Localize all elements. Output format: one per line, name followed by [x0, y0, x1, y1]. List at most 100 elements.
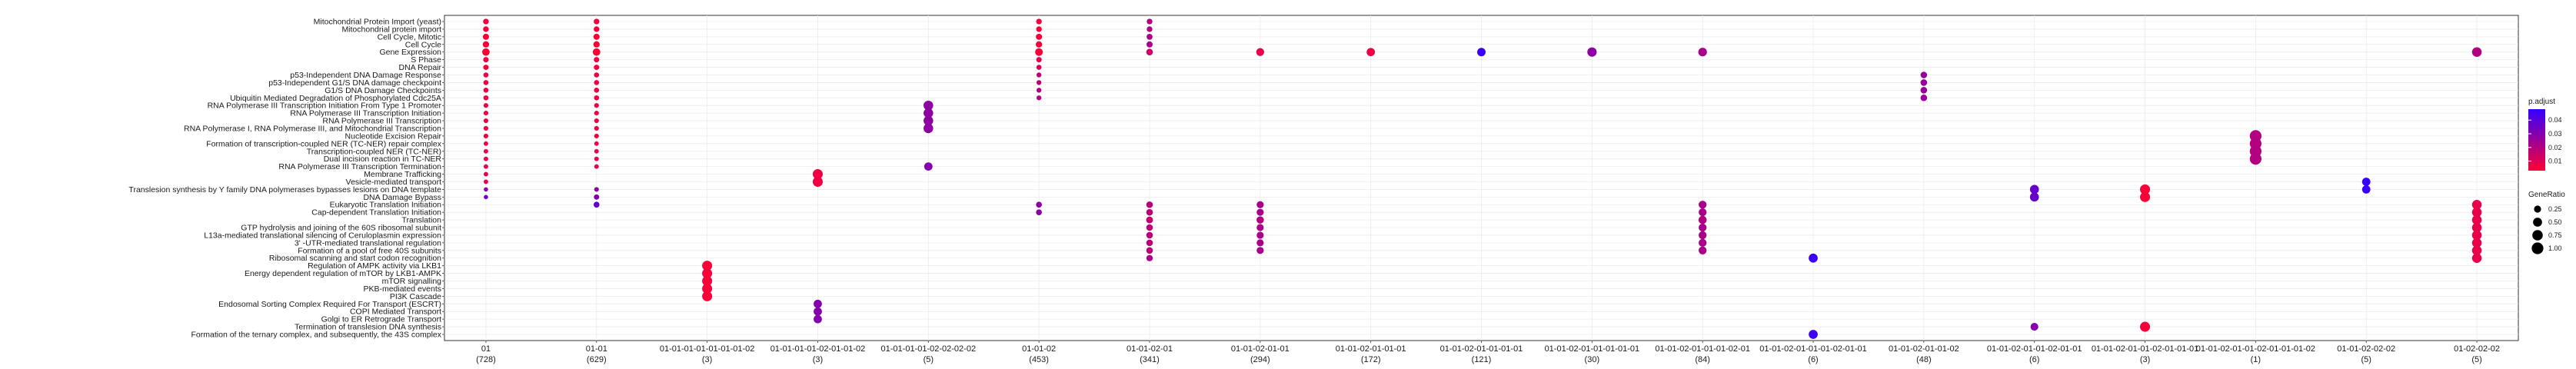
data-point: [1809, 330, 1818, 339]
data-point: [594, 18, 600, 25]
y-tick-label: Eukaryotic Translation Initiation: [330, 201, 441, 210]
y-tick-label: Mitochondrial Protein Import (yeast): [314, 18, 441, 27]
data-point: [1147, 18, 1153, 25]
y-tick-label: Formation of a pool of free 40S subunits: [298, 246, 441, 255]
data-point: [1146, 216, 1153, 224]
x-tick-label: 01-01-02-01-01-02-01-01-01-02: [2196, 344, 2315, 354]
data-point: [702, 268, 713, 279]
x-tick-label: 01-01-02-01-01-01-01-01: [1545, 344, 1640, 354]
data-point: [702, 291, 713, 301]
data-point: [1146, 41, 1153, 48]
data-point: [594, 65, 600, 71]
x-tick-label: 01-01-02-01-01-02-01-01: [1987, 344, 2082, 354]
size-legend-label: 0.50: [2548, 218, 2562, 226]
data-point: [1146, 201, 1153, 208]
y-tick-label: Transcription-coupled NER (TC-NER): [307, 147, 441, 156]
data-point: [1036, 57, 1042, 63]
size-legend-label: 0.25: [2548, 205, 2562, 213]
x-tick-count-label: (5): [2471, 355, 2481, 364]
x-tick-label: 01-01: [586, 344, 607, 354]
data-point: [483, 133, 489, 138]
x-tick-count-label: (30): [1585, 355, 1600, 364]
x-tick-label: 01-01-02-02-02: [2337, 344, 2395, 354]
data-point: [1920, 94, 1928, 101]
x-tick-label: 01-01-02-01-01-02: [1889, 344, 1959, 354]
y-tick-label: L13a-mediated translational silencing of…: [204, 231, 441, 240]
size-legend-keys: 0.25 0.50 0.75 1.00: [2531, 205, 2562, 254]
data-point: [702, 283, 713, 294]
color-legend-label: 0.04: [2548, 116, 2562, 124]
x-tick-label: 01-01-01-01-01-01-01-02: [660, 344, 755, 354]
size-legend-dot: [2532, 230, 2543, 241]
x-tick-count-label: (3): [813, 355, 823, 364]
color-legend-bar: [2528, 109, 2545, 171]
data-point: [2249, 153, 2261, 165]
data-point: [1036, 65, 1042, 70]
data-point: [814, 307, 822, 316]
x-tick-count-label: (6): [2029, 355, 2039, 364]
data-point: [1146, 224, 1153, 231]
data-point: [483, 141, 488, 146]
y-tick-label: G1/S DNA Damage Checkpoints: [324, 86, 441, 95]
data-point: [1146, 239, 1153, 247]
data-point: [2471, 207, 2482, 218]
y-tick-label: Cell Cycle: [405, 40, 441, 49]
y-tick-label: PI3K Cascade: [390, 292, 441, 301]
data-point: [594, 103, 599, 108]
data-point: [924, 115, 934, 126]
y-tick-label: PKB-mediated events: [363, 284, 441, 294]
data-point: [483, 111, 489, 116]
y-tick-label: Energy dependent regulation of mTOR by L…: [245, 269, 441, 278]
y-tick-label: Gene Expression: [379, 48, 441, 57]
data-point: [924, 162, 933, 171]
data-point: [2140, 321, 2151, 332]
data-point: [1477, 48, 1486, 57]
data-point: [594, 111, 599, 116]
data-point: [594, 57, 600, 63]
y-axis-tick-labels: Mitochondrial Protein Import (yeast)Mito…: [128, 18, 444, 340]
data-point: [1256, 239, 1264, 247]
data-point: [594, 72, 600, 78]
data-point: [702, 261, 713, 271]
y-tick-label: RNA Polymerase III Transcription Initiat…: [208, 101, 442, 111]
data-point: [483, 125, 489, 131]
data-point: [592, 48, 601, 56]
size-legend-dot: [2531, 242, 2544, 254]
data-point: [2471, 253, 2482, 263]
x-tick-count-label: (48): [1916, 355, 1932, 364]
y-tick-label: Translesion synthesis by Y family DNA po…: [128, 185, 441, 194]
data-point: [483, 18, 489, 25]
data-point: [1699, 223, 1707, 232]
data-point: [2029, 184, 2039, 194]
data-point: [2471, 238, 2482, 248]
y-tick-label: COPI Mediated Transport: [350, 308, 441, 317]
data-point: [2471, 222, 2482, 233]
data-point: [924, 123, 934, 134]
x-tick-count-label: (728): [476, 355, 496, 364]
y-tick-label: Cap-dependent Translation Initiation: [311, 208, 441, 218]
data-point: [593, 33, 600, 40]
data-point: [1366, 48, 1376, 57]
data-point: [594, 95, 600, 101]
legend: p.adjust 0.04 0.03 0.02 0.01 GeneRatio 0.25…: [2528, 98, 2565, 254]
data-point: [594, 187, 599, 192]
x-tick-label: 01-01-02-01-01: [1231, 344, 1290, 354]
x-tick-count-label: (3): [702, 355, 712, 364]
x-tick-label: 01-01-02-01-01-01-02-01: [1655, 344, 1750, 354]
data-point: [483, 95, 489, 101]
x-tick-count-label: (172): [1361, 355, 1381, 364]
data-point: [594, 194, 600, 200]
y-tick-label: Nucleotide Excision Repair: [345, 131, 442, 141]
data-point: [1146, 48, 1153, 55]
data-point: [1035, 41, 1043, 48]
x-tick-label: 01-02-02-02: [2454, 344, 2500, 354]
data-point: [2361, 184, 2371, 194]
x-tick-label: 01: [481, 344, 491, 354]
size-legend-dot: [2533, 218, 2542, 227]
x-tick-label: 01-01-01-01-02-02-02-02: [881, 344, 977, 354]
size-legend-label: 0.75: [2548, 231, 2562, 239]
data-point: [2140, 184, 2151, 194]
data-point: [1587, 47, 1597, 57]
x-tick-count-label: (294): [1250, 355, 1270, 364]
